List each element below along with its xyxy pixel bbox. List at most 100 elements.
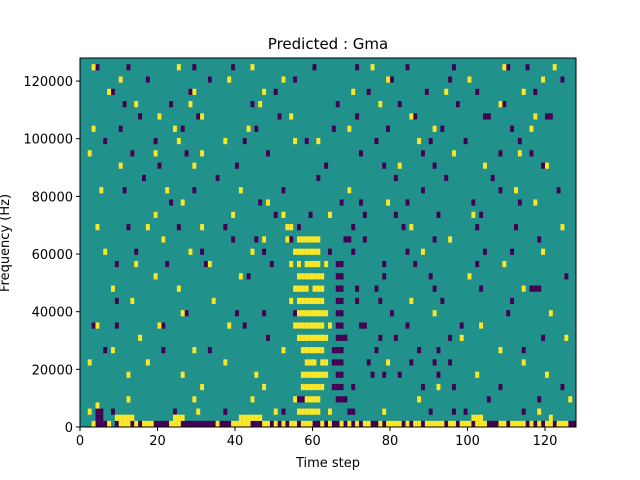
- heatmap-cell: [266, 150, 270, 157]
- heatmap-cell: [250, 101, 255, 108]
- heatmap-cell: [428, 273, 433, 280]
- heatmap-cell: [444, 88, 449, 95]
- heatmap-cell: [316, 137, 321, 145]
- heatmap-cell: [459, 322, 464, 329]
- heatmap-cell: [475, 371, 480, 378]
- heatmap-cell: [204, 260, 208, 268]
- heatmap-cell: [409, 420, 414, 428]
- heatmap-cell: [517, 137, 522, 145]
- heatmap-cell: [192, 187, 197, 194]
- heatmap-cell: [475, 414, 480, 421]
- heatmap-cell: [227, 76, 232, 83]
- heatmap-cell: [118, 162, 123, 169]
- heatmap-cell: [359, 199, 363, 206]
- heatmap-cell: [390, 76, 394, 83]
- heatmap-cell: [192, 162, 197, 169]
- heatmap-cell: [227, 322, 232, 329]
- heatmap-cell: [525, 64, 530, 71]
- heatmap-cell: [483, 162, 487, 169]
- heatmap-cell: [126, 224, 131, 231]
- heatmap-cell: [455, 420, 460, 428]
- heatmap-cell: [134, 248, 139, 255]
- heatmap-cell: [111, 285, 115, 292]
- heatmap-cell: [483, 420, 487, 428]
- heatmap-cell: [343, 334, 348, 341]
- x-axis-label: Time step: [295, 456, 360, 471]
- heatmap-cell: [335, 371, 340, 378]
- heatmap-cell: [514, 224, 518, 231]
- heatmap-cell: [401, 420, 406, 428]
- heatmap-cell: [339, 396, 344, 403]
- heatmap-cell: [479, 285, 484, 292]
- heatmap-cell: [300, 310, 305, 317]
- heatmap-cell: [479, 211, 484, 218]
- heatmap-cell: [300, 236, 305, 243]
- heatmap-cell: [409, 113, 414, 120]
- heatmap-cell: [498, 420, 503, 428]
- heatmap-cell: [308, 420, 313, 428]
- heatmap-cell: [114, 322, 119, 329]
- heatmap-cell: [87, 359, 92, 366]
- heatmap-cell: [424, 420, 429, 428]
- heatmap-cell: [312, 408, 317, 415]
- heatmap-cell: [463, 408, 468, 415]
- heatmap-cell: [192, 420, 197, 428]
- heatmap-cell: [235, 420, 239, 428]
- heatmap-cell: [312, 371, 317, 378]
- heatmap-cell: [529, 150, 534, 157]
- heatmap-cell: [266, 334, 270, 341]
- heatmap-cell: [103, 137, 108, 145]
- heatmap-cell: [374, 137, 379, 145]
- heatmap-cell: [413, 260, 418, 268]
- heatmap-cell: [308, 260, 313, 268]
- heatmap-cell: [250, 420, 255, 428]
- heatmap-cell: [192, 88, 197, 95]
- heatmap-cell: [231, 420, 236, 428]
- heatmap-cell: [405, 322, 410, 329]
- heatmap-cell: [223, 137, 228, 145]
- y-tick-label: 40000: [32, 306, 73, 321]
- heatmap-cell: [343, 396, 348, 403]
- heatmap-cell: [328, 211, 332, 218]
- heatmap-cell: [362, 236, 367, 243]
- heatmap-cell: [545, 420, 549, 428]
- heatmap-cell: [355, 285, 360, 292]
- heatmap-cell: [483, 248, 487, 255]
- heatmap-cell: [95, 402, 100, 409]
- heatmap-cell: [297, 408, 301, 415]
- heatmap-cell: [304, 248, 309, 255]
- heatmap-cell: [304, 334, 309, 341]
- heatmap-cell: [262, 248, 267, 255]
- heatmap-cell: [421, 383, 425, 391]
- heatmap-cell: [300, 371, 305, 378]
- heatmap-cell: [316, 285, 321, 292]
- heatmap-cell: [285, 224, 290, 231]
- heatmap-cell: [176, 224, 181, 231]
- heatmap-cell: [215, 174, 220, 182]
- heatmap-cell: [130, 297, 135, 305]
- heatmap-cell: [312, 334, 317, 341]
- heatmap-cell: [510, 420, 515, 428]
- heatmap-cell: [324, 260, 329, 268]
- heatmap-cell: [486, 396, 491, 403]
- heatmap-cell: [304, 137, 309, 145]
- heatmap-cell: [432, 125, 437, 132]
- heatmap-cell: [297, 297, 301, 305]
- heatmap-cell: [335, 396, 340, 403]
- heatmap-cell: [300, 383, 305, 391]
- heatmap-cell: [386, 76, 391, 83]
- heatmap-cell: [401, 224, 406, 231]
- heatmap-cell: [219, 420, 224, 428]
- heatmap-cell: [417, 396, 422, 403]
- heatmap-cell: [545, 371, 549, 378]
- heatmap-cell: [328, 248, 332, 255]
- heatmap-cells: [80, 58, 577, 428]
- heatmap-cell: [269, 420, 274, 428]
- heatmap-cell: [300, 420, 305, 428]
- heatmap-cell: [138, 334, 143, 341]
- heatmap-cell: [266, 420, 270, 428]
- heatmap-cell: [498, 150, 503, 157]
- heatmap-cell: [176, 420, 181, 428]
- heatmap-cell: [339, 297, 344, 305]
- heatmap-cell: [200, 113, 205, 120]
